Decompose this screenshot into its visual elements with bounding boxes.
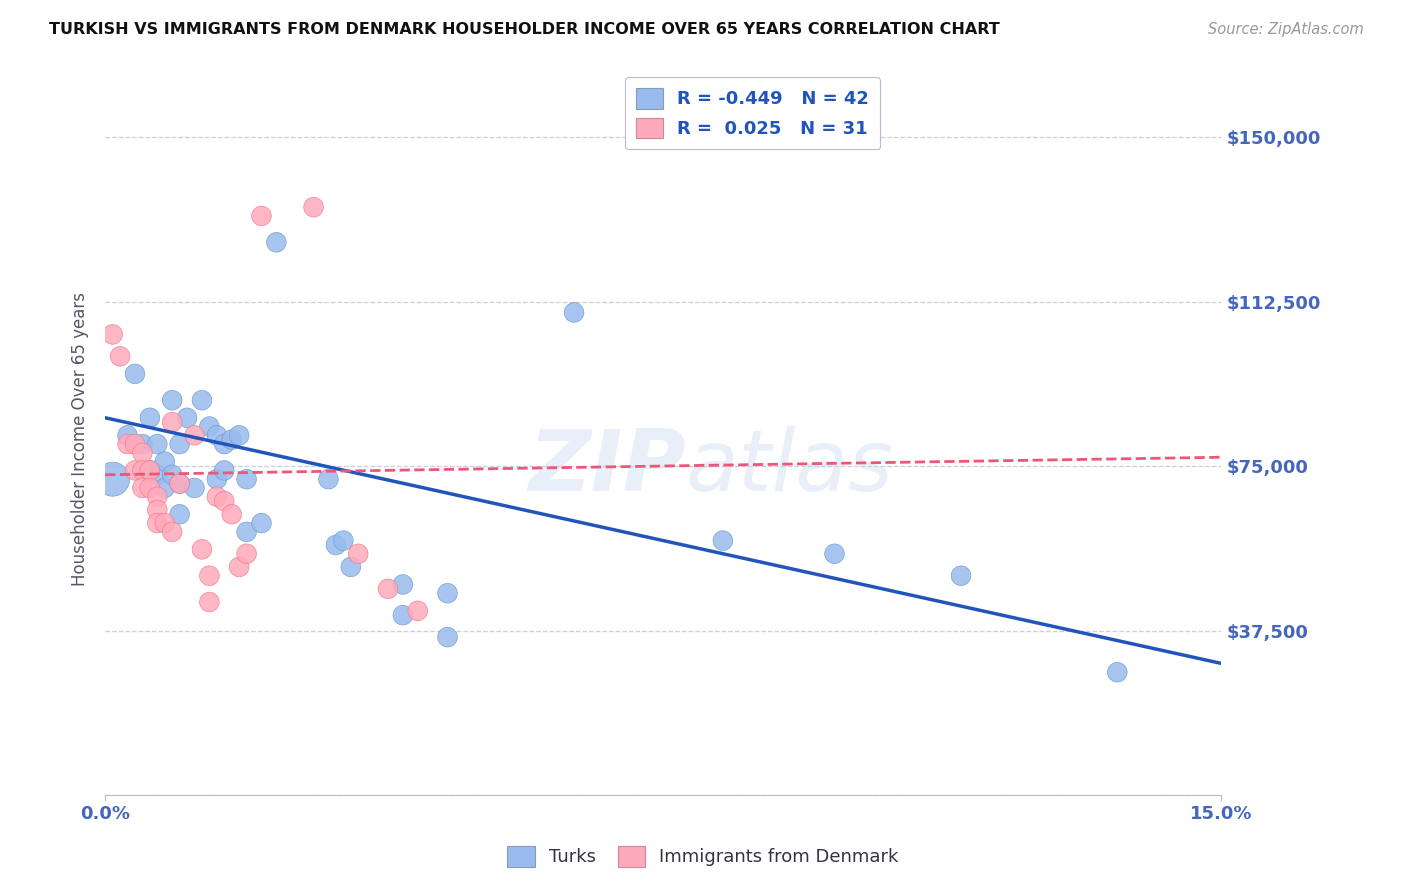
Point (198, 595, 221, 609)
Legend: Turks, Immigrants from Denmark: Turks, Immigrants from Denmark (501, 838, 905, 874)
Point (228, 560, 250, 574)
Point (214, 437, 236, 451)
Point (146, 503, 169, 517)
Text: Source: ZipAtlas.com: Source: ZipAtlas.com (1208, 22, 1364, 37)
Point (406, 604, 429, 618)
Point (183, 428, 205, 442)
Point (160, 524, 183, 539)
Point (191, 542, 214, 557)
Point (117, 437, 139, 451)
Point (436, 630, 458, 644)
Point (235, 524, 257, 539)
Point (146, 437, 169, 451)
Point (191, 393, 214, 408)
Point (169, 437, 191, 451)
Point (124, 367, 146, 381)
Point (146, 490, 169, 504)
Point (160, 393, 183, 408)
Point (139, 463, 162, 477)
Point (108, 349, 131, 363)
Point (221, 433, 243, 447)
Point (392, 577, 415, 591)
Point (214, 494, 236, 508)
Point (153, 516, 176, 530)
Point (124, 437, 146, 451)
Point (228, 428, 250, 442)
Point (235, 547, 257, 561)
Point (183, 481, 205, 495)
Point (176, 410, 198, 425)
Text: atlas: atlas (686, 425, 894, 508)
Point (205, 490, 228, 504)
Point (198, 419, 221, 434)
Point (377, 582, 399, 596)
Point (131, 463, 153, 477)
Point (131, 481, 153, 495)
Point (169, 476, 191, 491)
Point (205, 472, 228, 486)
Text: ZIP: ZIP (529, 425, 686, 508)
Point (153, 455, 176, 469)
Point (436, 586, 458, 600)
Point (250, 209, 273, 223)
Point (131, 437, 153, 451)
Point (392, 608, 415, 623)
Point (325, 538, 347, 552)
Point (131, 446, 153, 460)
Point (711, 533, 734, 548)
Point (235, 472, 257, 486)
Point (266, 235, 288, 250)
Point (318, 472, 340, 486)
Point (824, 547, 846, 561)
Point (1107, 665, 1129, 680)
Point (117, 428, 139, 442)
Legend: R = -0.449   N = 42, R =  0.025   N = 31: R = -0.449 N = 42, R = 0.025 N = 31 (626, 77, 880, 149)
Y-axis label: Householder Income Over 65 years: Householder Income Over 65 years (72, 292, 89, 586)
Point (950, 568, 973, 582)
Point (101, 327, 124, 342)
Point (221, 508, 243, 522)
Point (153, 481, 176, 495)
Point (332, 533, 354, 548)
Point (302, 200, 325, 214)
Point (347, 547, 370, 561)
Point (146, 467, 169, 482)
Point (198, 568, 221, 582)
Point (139, 481, 162, 495)
Point (139, 463, 162, 477)
Point (160, 467, 183, 482)
Point (146, 516, 169, 530)
Point (205, 428, 228, 442)
Point (562, 305, 585, 319)
Point (169, 508, 191, 522)
Point (101, 472, 124, 486)
Point (139, 410, 162, 425)
Point (339, 560, 361, 574)
Point (250, 516, 273, 530)
Point (124, 463, 146, 477)
Point (169, 476, 191, 491)
Text: TURKISH VS IMMIGRANTS FROM DENMARK HOUSEHOLDER INCOME OVER 65 YEARS CORRELATION : TURKISH VS IMMIGRANTS FROM DENMARK HOUSE… (49, 22, 1000, 37)
Point (214, 463, 236, 477)
Point (160, 415, 183, 429)
